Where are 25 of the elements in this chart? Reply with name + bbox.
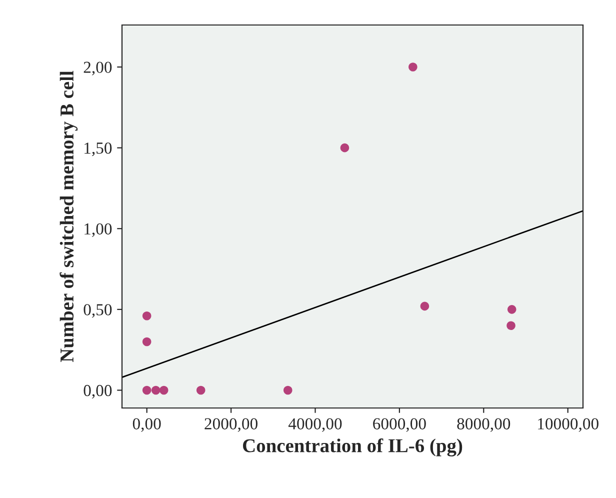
point <box>151 386 160 395</box>
point <box>420 302 430 311</box>
x-tick-label: 8000,00 <box>457 418 510 432</box>
x-axis-title: Concentration of IL-6 (pg) <box>243 438 462 456</box>
x-tick-label: 4000,00 <box>288 418 342 432</box>
point <box>507 305 516 314</box>
x-tick-label: 2000,00 <box>204 418 258 432</box>
y-axis-title: Number of switched memory B cell <box>60 70 78 362</box>
y-tick-label: 0,00 <box>84 384 112 399</box>
x-tick-label: 10000,00 <box>538 418 598 432</box>
point <box>142 386 152 395</box>
y-tick-label: 1,00 <box>84 223 112 237</box>
point <box>506 321 516 330</box>
y-tick-label: 2,00 <box>84 62 112 76</box>
point <box>283 386 292 395</box>
y-tick-label: 0,50 <box>84 304 112 318</box>
y-tick-label: 1,50 <box>84 142 112 156</box>
point <box>159 386 168 395</box>
x-tick-label: 6000,00 <box>373 418 426 432</box>
point <box>340 143 350 152</box>
point <box>142 337 152 346</box>
point <box>408 62 418 72</box>
x-tick-label: 0,00 <box>132 418 161 432</box>
point <box>142 311 152 320</box>
point <box>196 386 206 395</box>
